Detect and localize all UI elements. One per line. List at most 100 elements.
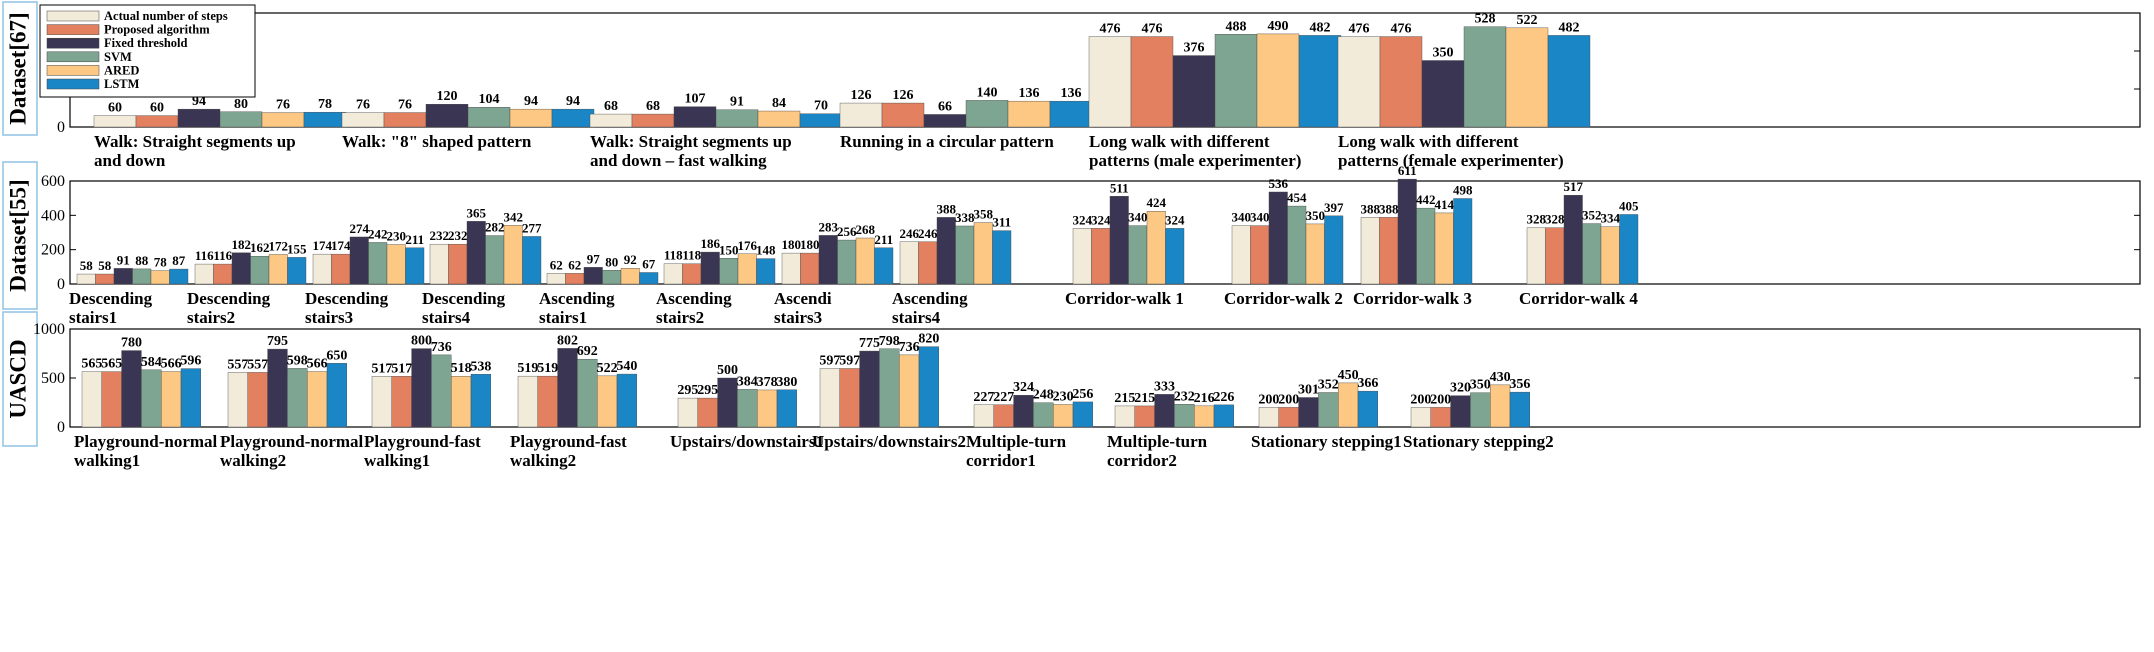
data-label: 227	[973, 390, 994, 405]
bar-proposed-algorithm	[1134, 405, 1155, 428]
x-tick-label: patterns (female experimenter)	[1338, 151, 1564, 170]
x-tick-label: stairs2	[656, 308, 704, 327]
x-tick-label: patterns (male experimenter)	[1089, 151, 1301, 170]
bar-fixed-threshold	[267, 348, 288, 428]
data-label: 795	[267, 334, 288, 349]
bar-proposed-algorithm	[697, 397, 718, 428]
x-tick-label: Walk: Straight segments up	[94, 132, 296, 151]
bar-group: 476 476 376 488 490 482 Long walk with differe…	[1088, 19, 1342, 170]
data-label: 232	[1174, 389, 1195, 404]
data-label: 519	[517, 361, 538, 376]
bar-svm	[955, 225, 975, 285]
bar-ared	[1052, 404, 1074, 428]
data-label: 62	[568, 257, 581, 272]
bar-actual-number-of-steps	[589, 113, 633, 128]
data-label: 736	[899, 340, 920, 355]
x-tick-label: Playground-fast	[364, 432, 481, 451]
bar-fixed-threshold	[717, 377, 738, 428]
bar-fixed-threshold	[411, 348, 432, 428]
x-tick-label: stairs4	[422, 308, 471, 327]
data-label: 800	[411, 334, 432, 349]
bar-fixed-threshold	[231, 252, 251, 285]
bar-actual-number-of-steps	[1231, 225, 1251, 285]
bar-ared	[899, 354, 920, 428]
bar-proposed-algorithm	[537, 375, 558, 428]
data-label: 476	[1142, 22, 1163, 37]
data-label: 282	[485, 220, 505, 235]
data-label: 476	[1391, 22, 1412, 37]
bar-lstm	[992, 230, 1012, 285]
data-label: 736	[431, 340, 452, 355]
bar-ared	[1600, 226, 1620, 285]
bar-svm	[1174, 404, 1195, 428]
bar-proposed-algorithm	[565, 273, 585, 285]
bar-fixed-threshold	[818, 235, 838, 285]
data-label: 230	[1053, 389, 1074, 404]
x-tick-label: walking2	[220, 451, 286, 470]
bar-fixed-threshold	[673, 106, 717, 128]
bar-svm	[1033, 402, 1054, 428]
x-tick-label: Corridor-walk 3	[1353, 289, 1472, 308]
data-label: 540	[616, 359, 637, 374]
data-label: 78	[318, 97, 332, 112]
bar-ared	[620, 268, 640, 285]
data-label: 340	[1250, 210, 1270, 225]
data-label: 200	[1430, 392, 1451, 407]
data-label: 340	[1128, 210, 1148, 225]
data-label: 107	[685, 92, 706, 107]
bar-proposed-algorithm	[1379, 217, 1399, 285]
bar-lstm	[1547, 35, 1591, 128]
data-label: 58	[98, 258, 112, 273]
x-tick-label: Multiple-turn	[1107, 432, 1208, 451]
x-tick-label: Descending	[422, 289, 506, 308]
data-label: 482	[1310, 20, 1331, 35]
x-tick-label: Multiple-turn	[966, 432, 1067, 451]
data-label: 511	[1110, 180, 1129, 195]
data-label: 216	[1194, 391, 1215, 406]
x-tick-label: stairs1	[69, 308, 117, 327]
data-label: 120	[437, 89, 458, 104]
bar-svm	[219, 111, 263, 128]
x-tick-label: Playground-normal	[220, 432, 364, 451]
bar-actual-number-of-steps	[973, 404, 994, 428]
legend-swatch	[46, 51, 100, 63]
bar-actual-number-of-steps	[1258, 407, 1279, 428]
bar-proposed-algorithm	[213, 263, 233, 285]
bar-svm	[368, 242, 388, 285]
data-label: 232	[430, 228, 450, 243]
legend-swatch	[46, 10, 100, 22]
bar-actual-number-of-steps	[194, 263, 214, 285]
x-tick-label: stairs4	[892, 308, 941, 327]
data-label: 442	[1416, 192, 1436, 207]
data-label: 140	[977, 85, 998, 100]
bar-lstm	[1509, 391, 1530, 428]
bar-ared	[1434, 212, 1454, 285]
data-label: 350	[1433, 46, 1454, 61]
x-tick-label: corridor1	[966, 451, 1036, 470]
bar-ared	[1007, 100, 1051, 128]
bar-ared	[307, 371, 328, 428]
bar-actual-number-of-steps	[517, 375, 538, 428]
x-tick-label: walking1	[74, 451, 140, 470]
bar-proposed-algorithm	[839, 368, 860, 428]
data-label: 517	[1564, 179, 1584, 194]
x-tick-label: Descending	[187, 289, 271, 308]
bar-proposed-algorithm	[95, 273, 115, 285]
data-label: 172	[269, 238, 289, 253]
data-label: 211	[874, 232, 893, 247]
data-label: 91	[117, 252, 130, 267]
data-label: 66	[938, 99, 952, 114]
y-tick-label: 200	[41, 242, 65, 259]
data-label: 598	[287, 353, 308, 368]
data-label: 155	[287, 241, 307, 256]
data-label: 798	[879, 334, 900, 349]
bar-actual-number-of-steps	[227, 372, 248, 428]
bar-svm	[879, 348, 900, 428]
data-label: 97	[587, 251, 601, 266]
